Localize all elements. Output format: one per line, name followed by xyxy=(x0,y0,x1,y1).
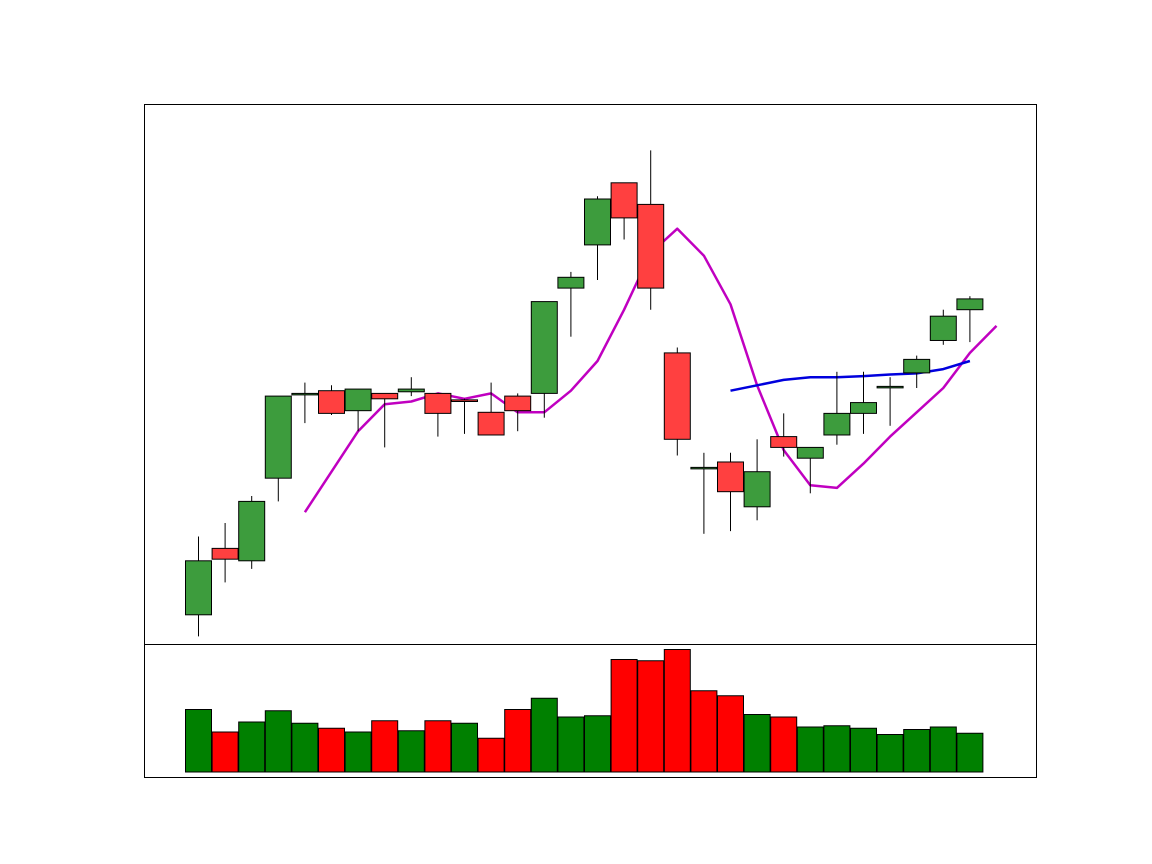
volume-bar-6 xyxy=(318,727,345,773)
candle-1 xyxy=(185,536,212,637)
candle-10 xyxy=(424,392,452,437)
candle-12 xyxy=(477,382,505,436)
volume-panel xyxy=(144,644,1037,778)
candle-21 xyxy=(717,452,744,532)
candlestick-layer xyxy=(185,150,984,637)
volume-bar-26 xyxy=(850,727,877,773)
volume-bar-24 xyxy=(796,726,824,773)
volume-bar-10 xyxy=(424,720,452,773)
candle-body xyxy=(823,412,851,436)
candle-20 xyxy=(690,452,718,534)
volume-bar-5 xyxy=(291,722,319,773)
candle-2 xyxy=(211,523,239,583)
candle-body xyxy=(637,203,665,289)
candle-body xyxy=(663,352,691,440)
volume-bar-2 xyxy=(211,731,239,773)
candle-body xyxy=(318,390,345,414)
volume-bar-11 xyxy=(451,722,478,773)
candle-30 xyxy=(956,296,984,343)
volume-bar-16 xyxy=(584,715,611,773)
candle-body xyxy=(690,466,718,470)
candle-body xyxy=(424,392,452,414)
candle-13 xyxy=(504,393,532,432)
candle-body xyxy=(397,388,425,393)
volume-bar-14 xyxy=(530,697,558,773)
candle-body xyxy=(557,276,585,289)
volume-bar-3 xyxy=(238,721,266,773)
volume-bar-13 xyxy=(504,709,532,773)
volume-bar-18 xyxy=(637,660,665,773)
volume-bar-4 xyxy=(264,710,292,773)
volume-bar-17 xyxy=(610,659,638,773)
volume-bar-30 xyxy=(956,732,984,773)
candle-body xyxy=(770,436,798,448)
volume-bar-layer xyxy=(185,649,984,773)
candle-8 xyxy=(371,392,399,448)
candle-27 xyxy=(876,377,904,426)
volume-bar-27 xyxy=(876,734,904,773)
volume-bar-25 xyxy=(823,725,851,773)
volume-bar-20 xyxy=(690,690,718,773)
candle-28 xyxy=(903,355,931,388)
volume-bar-21 xyxy=(717,695,744,773)
candle-body xyxy=(956,298,984,311)
candle-body xyxy=(504,395,532,412)
candle-body xyxy=(371,392,399,400)
candle-19 xyxy=(663,347,691,456)
candle-29 xyxy=(929,309,957,345)
candle-16 xyxy=(584,196,611,280)
candle-body xyxy=(610,182,638,219)
volume-bar-29 xyxy=(929,726,957,773)
volume-bar-12 xyxy=(477,737,505,773)
price-panel xyxy=(144,104,1037,645)
volume-bar-28 xyxy=(903,729,931,773)
candle-24 xyxy=(796,446,824,494)
candle-23 xyxy=(770,413,798,457)
candle-18 xyxy=(637,150,665,310)
candle-body xyxy=(850,402,877,414)
volume-bar-7 xyxy=(344,731,372,773)
candle-17 xyxy=(610,182,638,240)
candle-body xyxy=(903,358,931,374)
candle-26 xyxy=(850,371,877,434)
candle-body xyxy=(451,399,478,403)
candle-4 xyxy=(264,395,292,502)
candle-body xyxy=(477,411,505,436)
candle-body xyxy=(929,315,957,341)
candle-body xyxy=(743,471,771,508)
volume-bar-23 xyxy=(770,716,798,773)
candle-14 xyxy=(530,301,558,418)
candle-body xyxy=(344,388,372,412)
candle-11 xyxy=(451,398,478,434)
candle-body xyxy=(264,395,292,479)
volume-bar-8 xyxy=(371,720,399,773)
candle-body xyxy=(185,560,212,616)
candle-9 xyxy=(397,377,425,397)
volume-bar-1 xyxy=(185,709,212,773)
candle-body xyxy=(291,392,319,396)
volume-bar-9 xyxy=(397,730,425,773)
candle-body xyxy=(530,301,558,394)
candle-25 xyxy=(823,371,851,445)
candle-body xyxy=(238,500,266,562)
volume-bar-22 xyxy=(743,714,771,773)
volume-bar-15 xyxy=(557,716,585,773)
candle-15 xyxy=(557,271,585,337)
candle-body xyxy=(717,461,744,493)
candle-body xyxy=(584,198,611,246)
candle-22 xyxy=(743,439,771,521)
candle-body xyxy=(211,547,239,560)
candle-5 xyxy=(291,382,319,424)
candle-body xyxy=(796,446,824,459)
volume-bar-19 xyxy=(663,649,691,773)
candle-body xyxy=(876,385,904,389)
candle-3 xyxy=(238,496,266,569)
candle-7 xyxy=(344,388,372,432)
candle-6 xyxy=(318,385,345,415)
